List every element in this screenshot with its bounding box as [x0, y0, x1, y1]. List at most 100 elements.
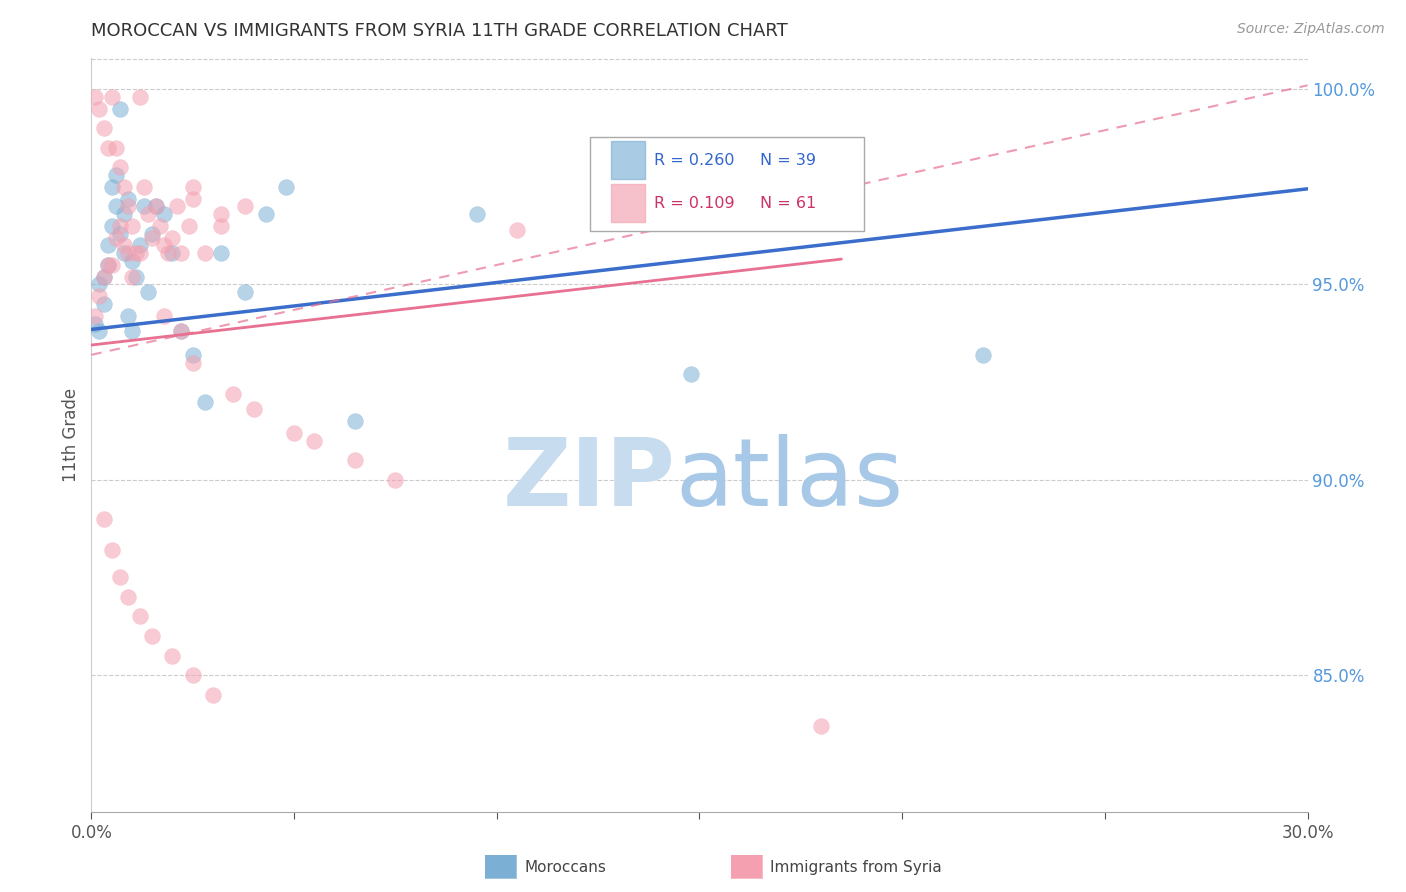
Point [108, 102, 131, 116]
Point [117, 309, 139, 323]
Point [162, 648, 184, 663]
Point [121, 269, 143, 284]
Point [117, 590, 139, 604]
Point [343, 453, 366, 467]
Point [93, 121, 115, 136]
Point [181, 179, 204, 194]
Point [112, 246, 135, 260]
Point [384, 473, 406, 487]
Point [222, 387, 245, 401]
Point [343, 414, 366, 428]
Point [125, 246, 148, 260]
Bar [610, 141, 645, 178]
Point [194, 246, 217, 260]
Point [274, 179, 297, 194]
Point [254, 207, 277, 221]
Point [125, 269, 148, 284]
Point [112, 179, 135, 194]
Point [117, 199, 139, 213]
Point [89, 277, 111, 292]
Point [972, 348, 994, 362]
Point [112, 238, 135, 252]
Point [93, 269, 115, 284]
Point [84, 90, 107, 104]
Text: ZIP: ZIP [502, 434, 675, 526]
Point [112, 207, 135, 221]
Point [149, 219, 172, 233]
Point [108, 227, 131, 241]
FancyBboxPatch shape [591, 137, 863, 231]
Point [169, 246, 191, 260]
Point [235, 285, 257, 300]
Point [194, 394, 217, 409]
Point [202, 688, 225, 702]
Point [132, 179, 155, 194]
Text: R = 0.260: R = 0.260 [654, 153, 735, 168]
Point [84, 317, 107, 331]
Point [97, 238, 120, 252]
Point [108, 161, 131, 175]
Point [121, 254, 143, 268]
Text: atlas: atlas [675, 434, 904, 526]
Point [810, 719, 832, 733]
Point [181, 348, 204, 362]
Point [104, 230, 127, 244]
Point [136, 207, 159, 221]
Point [100, 258, 122, 272]
Point [104, 141, 127, 155]
Text: R = 0.109: R = 0.109 [654, 196, 735, 211]
Text: Immigrants from Syria: Immigrants from Syria [770, 860, 942, 874]
Point [97, 258, 120, 272]
Point [181, 192, 204, 206]
Point [129, 90, 152, 104]
Point [93, 297, 115, 311]
Point [157, 246, 180, 260]
Text: N = 61: N = 61 [761, 196, 817, 211]
Point [100, 179, 122, 194]
Point [141, 230, 163, 244]
Point [97, 258, 120, 272]
Point [209, 219, 232, 233]
Text: N = 39: N = 39 [761, 153, 817, 168]
Point [506, 223, 529, 237]
Point [162, 230, 184, 244]
Point [235, 199, 257, 213]
Point [153, 309, 176, 323]
Text: Source: ZipAtlas.com: Source: ZipAtlas.com [1237, 22, 1385, 37]
Point [177, 219, 200, 233]
Point [209, 207, 232, 221]
Point [89, 289, 111, 303]
Point [117, 192, 139, 206]
Y-axis label: 11th Grade: 11th Grade [62, 388, 80, 482]
Point [145, 199, 167, 213]
Point [145, 199, 167, 213]
Point [108, 570, 131, 584]
Point [283, 425, 305, 440]
Point [465, 207, 488, 221]
Bar [610, 185, 645, 222]
Point [728, 153, 751, 167]
Point [136, 285, 159, 300]
Point [100, 543, 122, 558]
Point [153, 238, 176, 252]
Point [153, 207, 176, 221]
Point [129, 609, 152, 624]
Point [141, 227, 163, 241]
Point [129, 238, 152, 252]
Point [117, 246, 139, 260]
Point [89, 102, 111, 116]
Point [93, 512, 115, 526]
Point [242, 402, 264, 417]
Point [132, 199, 155, 213]
Point [129, 246, 152, 260]
Point [169, 324, 191, 338]
Point [104, 168, 127, 182]
Point [97, 141, 120, 155]
Point [304, 434, 326, 448]
Point [104, 199, 127, 213]
Point [681, 368, 703, 382]
Point [162, 246, 184, 260]
Point [100, 219, 122, 233]
Point [84, 309, 107, 323]
Text: Moroccans: Moroccans [524, 860, 606, 874]
